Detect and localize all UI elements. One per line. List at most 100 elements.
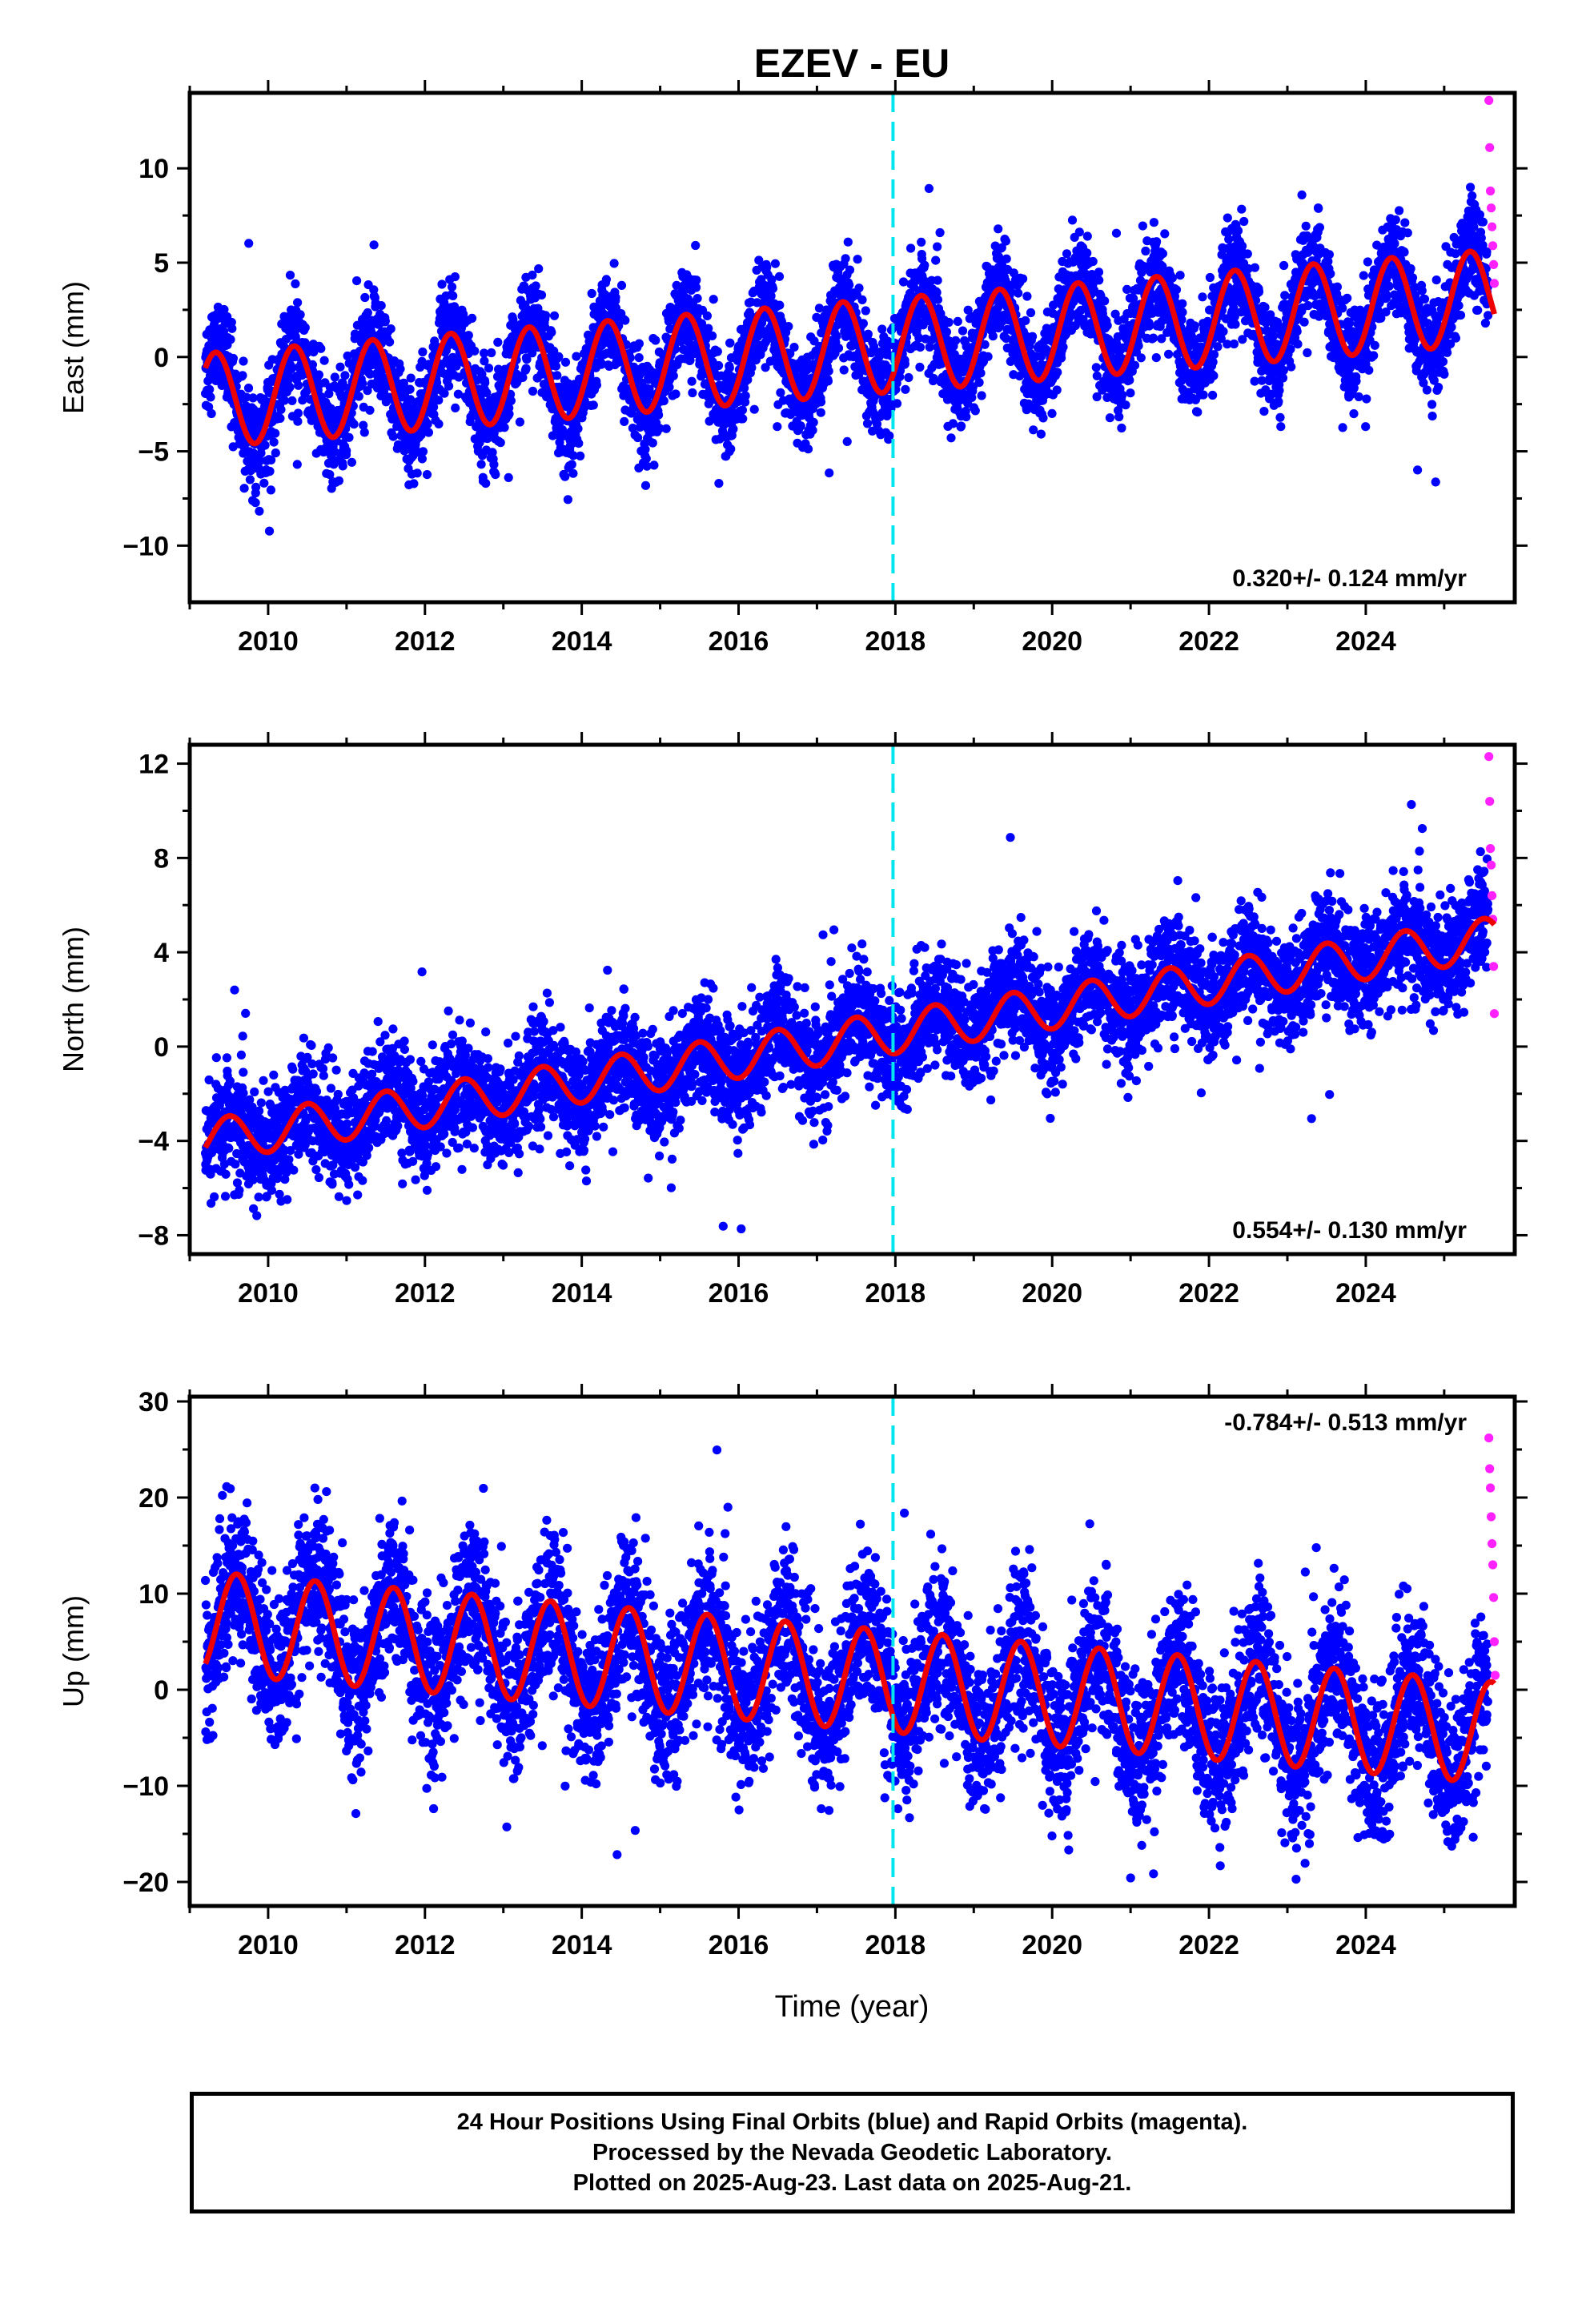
final-orbit-point <box>1091 363 1101 372</box>
final-orbit-point <box>470 346 480 356</box>
final-orbit-point <box>901 384 910 394</box>
final-orbit-point <box>816 397 826 407</box>
final-orbit-point <box>437 279 447 289</box>
final-orbit-point <box>1082 248 1092 258</box>
final-orbit-point <box>360 292 370 303</box>
final-orbit-point <box>654 410 664 420</box>
final-orbit-point <box>962 412 971 422</box>
final-orbit-point <box>877 324 887 334</box>
final-orbit-point <box>1105 413 1114 423</box>
final-orbit-point <box>363 386 372 396</box>
final-orbit-point <box>531 281 540 291</box>
final-orbit-point <box>1001 236 1010 246</box>
final-orbit-point <box>536 290 547 300</box>
final-orbit-point <box>300 323 310 332</box>
final-orbit-point <box>480 378 490 388</box>
final-orbit-point <box>587 288 596 299</box>
final-orbit-point <box>773 422 782 432</box>
final-orbit-point <box>1111 228 1122 238</box>
final-orbit-point <box>1126 388 1135 398</box>
final-orbit-point <box>255 506 264 516</box>
final-orbit-point <box>1326 269 1335 279</box>
final-orbit-point <box>207 408 216 419</box>
final-orbit-point <box>900 359 909 369</box>
final-orbit-point <box>418 447 428 456</box>
final-orbit-point <box>1094 275 1104 285</box>
final-orbit-point <box>1209 350 1219 360</box>
final-orbit-point <box>444 381 454 391</box>
final-orbit-point <box>1314 203 1323 213</box>
final-orbit-point <box>649 460 659 470</box>
final-orbit-point <box>648 438 657 448</box>
final-orbit-point <box>917 237 926 247</box>
final-orbit-point <box>749 404 759 414</box>
final-orbit-point <box>640 480 651 490</box>
final-orbit-point <box>714 479 724 489</box>
final-orbit-point <box>976 368 986 378</box>
final-orbit-point <box>560 357 571 367</box>
final-orbit-point <box>1149 333 1158 343</box>
final-orbit-point <box>239 665 248 674</box>
final-orbit-point <box>770 259 781 268</box>
final-orbit-point <box>953 316 962 326</box>
final-orbit-point <box>448 282 457 292</box>
final-orbit-point <box>206 392 215 402</box>
final-orbit-point <box>725 338 735 348</box>
final-orbit-point <box>1213 342 1223 352</box>
final-orbit-point <box>1193 407 1203 417</box>
final-orbit-point <box>839 365 849 375</box>
final-orbit-point <box>239 484 249 493</box>
final-orbit-point <box>669 371 678 380</box>
final-orbit-point <box>951 336 961 345</box>
final-orbit-point <box>1129 294 1138 304</box>
final-orbit-point <box>1301 221 1311 231</box>
final-orbit-point <box>737 405 748 415</box>
final-orbit-point <box>1144 321 1154 331</box>
final-orbit-point <box>601 275 612 284</box>
final-orbit-point <box>592 380 602 390</box>
final-orbit-point <box>576 451 585 461</box>
final-orbit-point <box>285 382 295 392</box>
final-orbit-point <box>451 403 460 412</box>
final-orbit-point <box>970 406 980 416</box>
final-orbit-point <box>915 362 925 372</box>
final-orbit-point <box>861 306 870 316</box>
final-orbit-point <box>809 417 818 428</box>
final-orbit-point <box>713 347 722 356</box>
final-orbit-point <box>560 472 570 481</box>
final-orbit-point <box>1250 263 1259 272</box>
final-orbit-point <box>506 396 516 405</box>
final-orbit-point <box>285 271 295 280</box>
final-orbit-point <box>552 371 562 380</box>
final-orbit-point <box>824 366 833 376</box>
final-orbit-point <box>845 265 855 275</box>
final-orbit-point <box>1343 293 1352 303</box>
final-orbit-point <box>1029 425 1038 435</box>
final-orbit-point <box>858 319 868 328</box>
final-orbit-point <box>977 391 986 400</box>
final-orbit-point <box>1022 292 1032 301</box>
final-orbit-point <box>1074 227 1084 237</box>
final-orbit-point <box>248 393 258 403</box>
final-orbit-point <box>434 396 444 405</box>
final-orbit-point <box>388 432 398 441</box>
final-orbit-point <box>276 404 286 414</box>
final-orbit-point <box>396 364 405 374</box>
final-orbit-point <box>255 456 264 466</box>
final-orbit-point <box>267 455 276 465</box>
final-orbit-point <box>335 362 345 372</box>
final-orbit-point <box>295 310 305 320</box>
final-orbit-point <box>260 440 270 450</box>
final-orbit-point <box>293 416 303 426</box>
final-orbit-point <box>841 254 850 263</box>
final-orbit-point <box>823 376 833 386</box>
final-orbit-point <box>334 476 343 485</box>
final-orbit-point <box>920 260 930 270</box>
final-orbit-point <box>1125 376 1134 385</box>
final-orbit-point <box>271 428 280 438</box>
final-orbit-point <box>359 428 369 437</box>
final-orbit-point <box>1167 273 1177 283</box>
final-orbit-point <box>775 300 785 310</box>
final-orbit-point <box>363 308 372 318</box>
final-orbit-point <box>915 343 925 352</box>
